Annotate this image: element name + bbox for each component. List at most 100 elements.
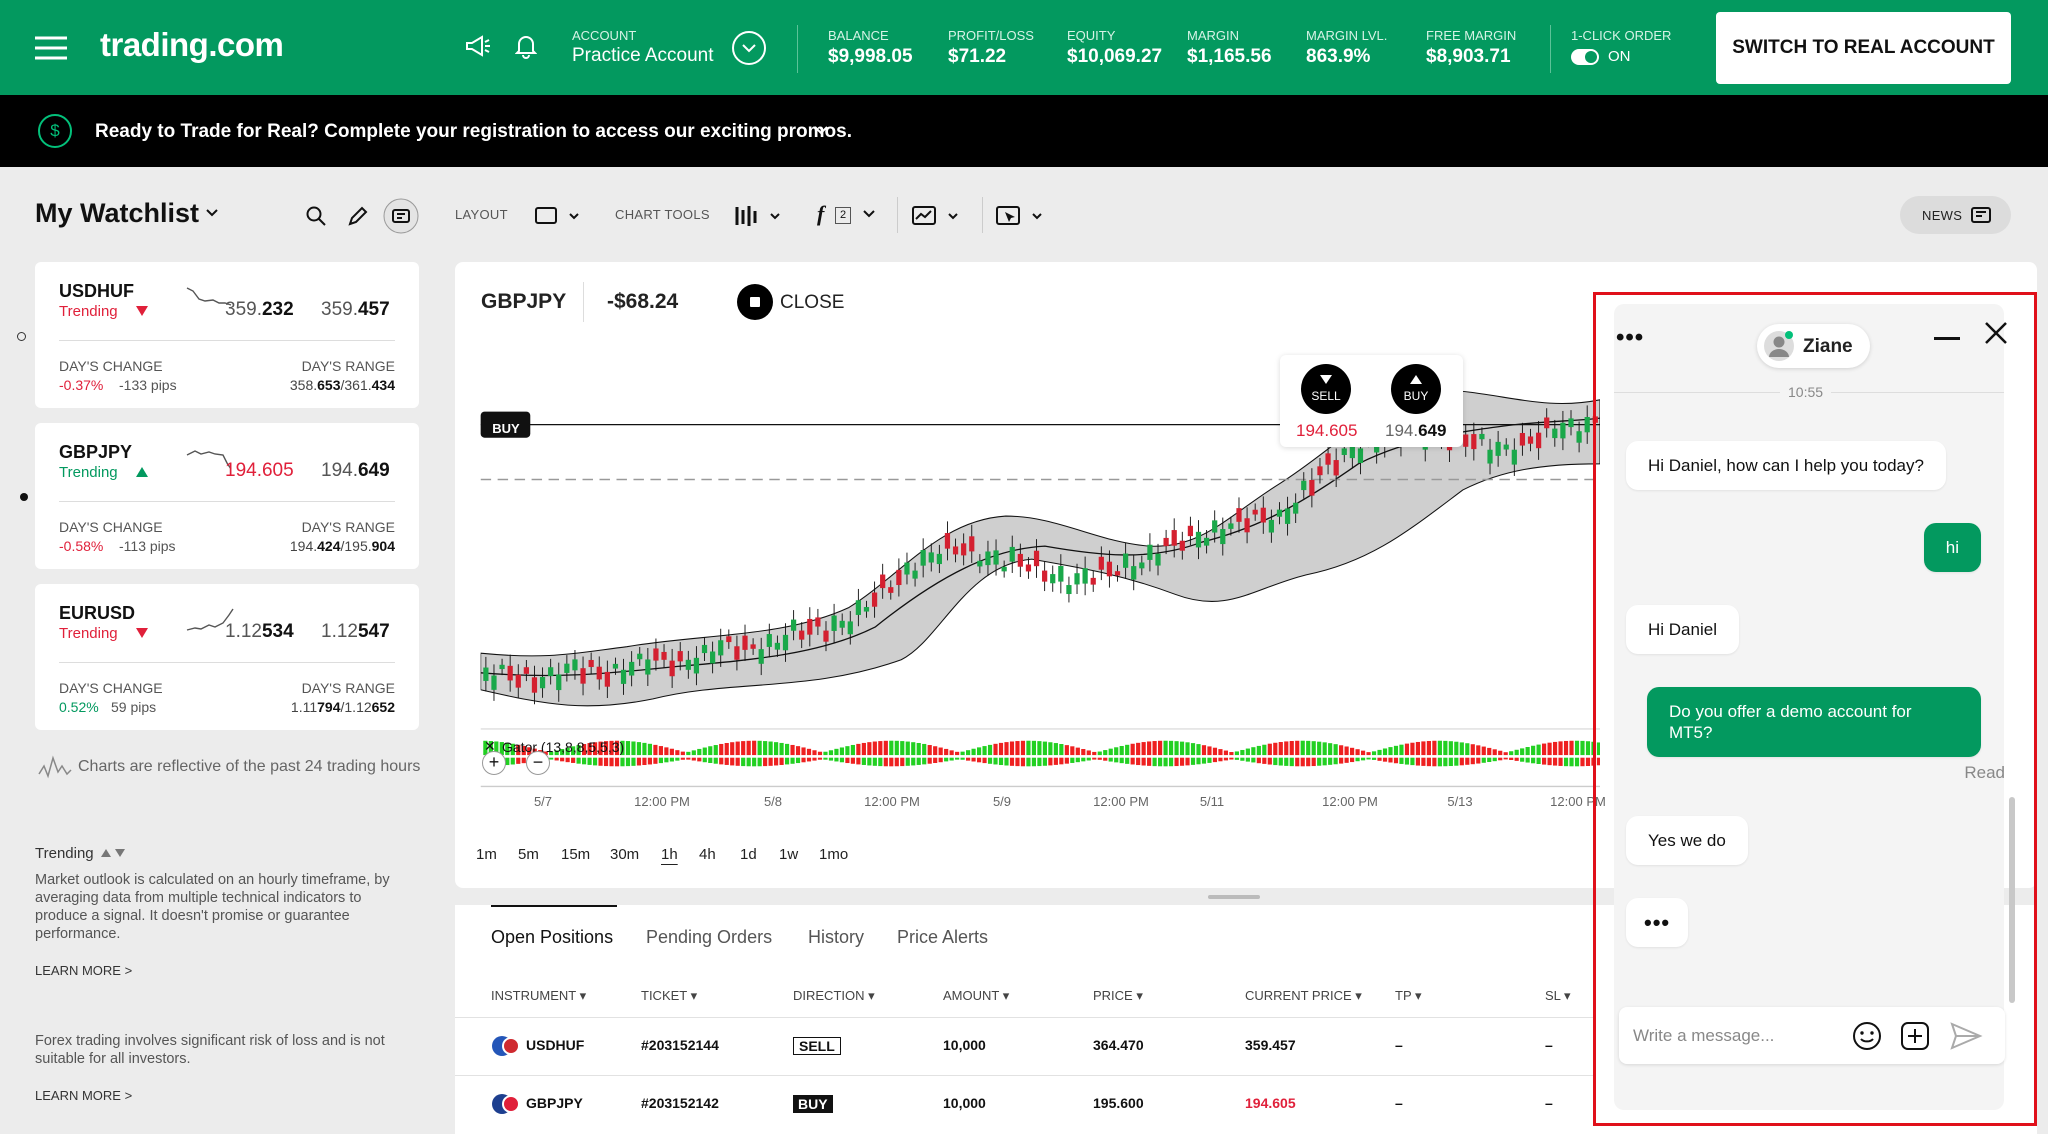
gator-bar bbox=[1476, 745, 1481, 756]
timeframe-button[interactable]: 4h bbox=[699, 846, 716, 863]
banner-text[interactable]: Ready to Trade for Real? Complete your r… bbox=[95, 121, 853, 142]
range-part: 358. bbox=[289, 377, 318, 393]
learn-more-link[interactable]: LEARN MORE > bbox=[35, 963, 133, 978]
timeframe-button[interactable]: 1m bbox=[476, 846, 497, 863]
timeframe-button[interactable]: 1w bbox=[779, 846, 799, 863]
buy-button[interactable]: BUY bbox=[1391, 364, 1441, 414]
gator-bar bbox=[1103, 757, 1108, 761]
x-tick-label: 12:00 PM bbox=[864, 794, 920, 809]
candle-body bbox=[985, 551, 991, 566]
resize-handle[interactable] bbox=[1208, 895, 1260, 899]
switch-account-button[interactable]: SWITCH TO REAL ACCOUNT bbox=[1716, 12, 2011, 84]
news-button[interactable]: NEWS bbox=[1900, 196, 2011, 234]
attach-button[interactable] bbox=[1899, 1020, 1931, 1052]
column-header[interactable]: DIRECTION ▾ bbox=[793, 988, 875, 1003]
gator-bar bbox=[801, 757, 806, 763]
search-icon[interactable] bbox=[305, 205, 327, 227]
timeframe-button[interactable]: 15m bbox=[561, 846, 591, 863]
layout-label[interactable]: LAYOUT bbox=[455, 207, 508, 222]
page-dot[interactable] bbox=[17, 332, 26, 341]
cursor-icon[interactable] bbox=[995, 204, 1047, 228]
layout-icon[interactable] bbox=[534, 204, 582, 228]
learn-more-link[interactable]: LEARN MORE > bbox=[35, 1088, 133, 1103]
one-click-toggle[interactable] bbox=[1571, 49, 1599, 65]
watchlist-card[interactable]: USDHUF Trending 359.232 359.457 DAY'S CHANGE… bbox=[35, 262, 419, 408]
logo[interactable]: trading.com bbox=[100, 26, 284, 63]
function-icon[interactable]: f bbox=[817, 201, 825, 226]
gator-bar bbox=[1399, 744, 1404, 756]
panel-toggle[interactable] bbox=[382, 197, 420, 235]
watchlist-card[interactable]: GBPJPY Trending 194.605 194.649 DAY'S CHANGE… bbox=[35, 423, 419, 569]
gator-bar bbox=[883, 757, 888, 767]
close-label[interactable]: CLOSE bbox=[780, 292, 845, 313]
chevron[interactable] bbox=[862, 208, 876, 220]
close-chat-button[interactable] bbox=[1984, 321, 2008, 345]
gator-bar bbox=[1234, 751, 1239, 756]
chat-options[interactable]: ••• bbox=[1616, 324, 1645, 351]
gator-bar bbox=[499, 742, 504, 756]
gator-bar bbox=[708, 757, 713, 763]
gator-bar bbox=[1437, 740, 1442, 756]
stat-label: BALANCE bbox=[828, 28, 889, 43]
indicators-icon[interactable] bbox=[911, 204, 963, 228]
column-header[interactable]: PRICE ▾ bbox=[1093, 988, 1143, 1003]
chevron[interactable] bbox=[813, 124, 829, 136]
gator-bar bbox=[1284, 741, 1289, 756]
bell-icon[interactable] bbox=[515, 33, 537, 59]
timeframe-button[interactable]: 1mo bbox=[819, 846, 849, 863]
positions-tab[interactable]: Price Alerts bbox=[897, 927, 989, 947]
message-input[interactable]: Write a message... bbox=[1619, 1007, 2005, 1064]
ask-price: 1.12547 bbox=[321, 621, 390, 643]
gator-bar bbox=[944, 757, 949, 762]
gator-bar bbox=[1377, 749, 1382, 756]
page-dot[interactable] bbox=[20, 493, 28, 501]
positions-tab[interactable]: Pending Orders bbox=[646, 927, 773, 947]
positions-tab[interactable]: Open Positions bbox=[491, 927, 614, 947]
chevron[interactable] bbox=[205, 208, 219, 218]
gator-bar bbox=[823, 757, 828, 760]
gator-bar bbox=[1547, 757, 1552, 766]
buy-label: BUY bbox=[1403, 389, 1429, 403]
timeframe-button[interactable]: 5m bbox=[518, 846, 539, 863]
send-button[interactable] bbox=[1949, 1020, 1983, 1052]
minimize-button[interactable] bbox=[1934, 337, 1960, 340]
emoji-button[interactable] bbox=[1851, 1020, 1883, 1052]
timeframe-button[interactable]: 1h bbox=[661, 846, 678, 863]
candle-body bbox=[1260, 507, 1266, 523]
column-header[interactable]: TP ▾ bbox=[1395, 988, 1422, 1003]
indicator-count[interactable]: 2 bbox=[835, 207, 851, 224]
gator-bar bbox=[1092, 751, 1097, 756]
column-header[interactable]: INSTRUMENT ▾ bbox=[491, 988, 587, 1003]
chart-type-icon[interactable] bbox=[733, 204, 785, 228]
announcement-icon[interactable] bbox=[465, 34, 491, 58]
candles bbox=[483, 405, 1598, 705]
gator-bar bbox=[1459, 757, 1464, 766]
cell: 194.605 bbox=[1245, 1095, 1296, 1111]
zoom-in[interactable]: + bbox=[482, 751, 506, 775]
menu-icon[interactable] bbox=[35, 36, 67, 60]
indicator-close[interactable]: ✕ bbox=[484, 738, 496, 754]
gator-bar bbox=[916, 757, 921, 765]
timeframe-button[interactable]: 30m bbox=[610, 846, 640, 863]
gator-bar bbox=[856, 757, 861, 765]
chart-tools-label[interactable]: CHART TOOLS bbox=[615, 207, 710, 222]
gator-bar bbox=[1097, 751, 1102, 756]
gator-bar bbox=[779, 757, 784, 765]
close-position-button[interactable] bbox=[737, 284, 773, 320]
candle-body bbox=[961, 543, 967, 556]
candle-body bbox=[815, 617, 821, 627]
account-dropdown[interactable] bbox=[731, 30, 767, 66]
column-header[interactable]: AMOUNT ▾ bbox=[943, 988, 1010, 1003]
edit-icon[interactable] bbox=[347, 205, 369, 227]
positions-tab[interactable]: History bbox=[808, 927, 865, 947]
stat-value: 863.9% bbox=[1306, 46, 1371, 67]
watchlist-card[interactable]: EURUSD Trending 1.12534 1.12547 DAY'S CHANGE… bbox=[35, 584, 419, 730]
candle-body bbox=[1276, 509, 1283, 517]
timeframe-button[interactable]: 1d bbox=[740, 846, 757, 863]
column-header[interactable]: CURRENT PRICE ▾ bbox=[1245, 988, 1362, 1003]
zoom-out[interactable]: − bbox=[526, 751, 550, 775]
watchlist-title[interactable]: My Watchlist bbox=[35, 198, 200, 228]
sell-button[interactable]: SELL bbox=[1301, 364, 1351, 414]
column-header[interactable]: SL ▾ bbox=[1545, 988, 1571, 1003]
column-header[interactable]: TICKET ▾ bbox=[641, 988, 698, 1003]
